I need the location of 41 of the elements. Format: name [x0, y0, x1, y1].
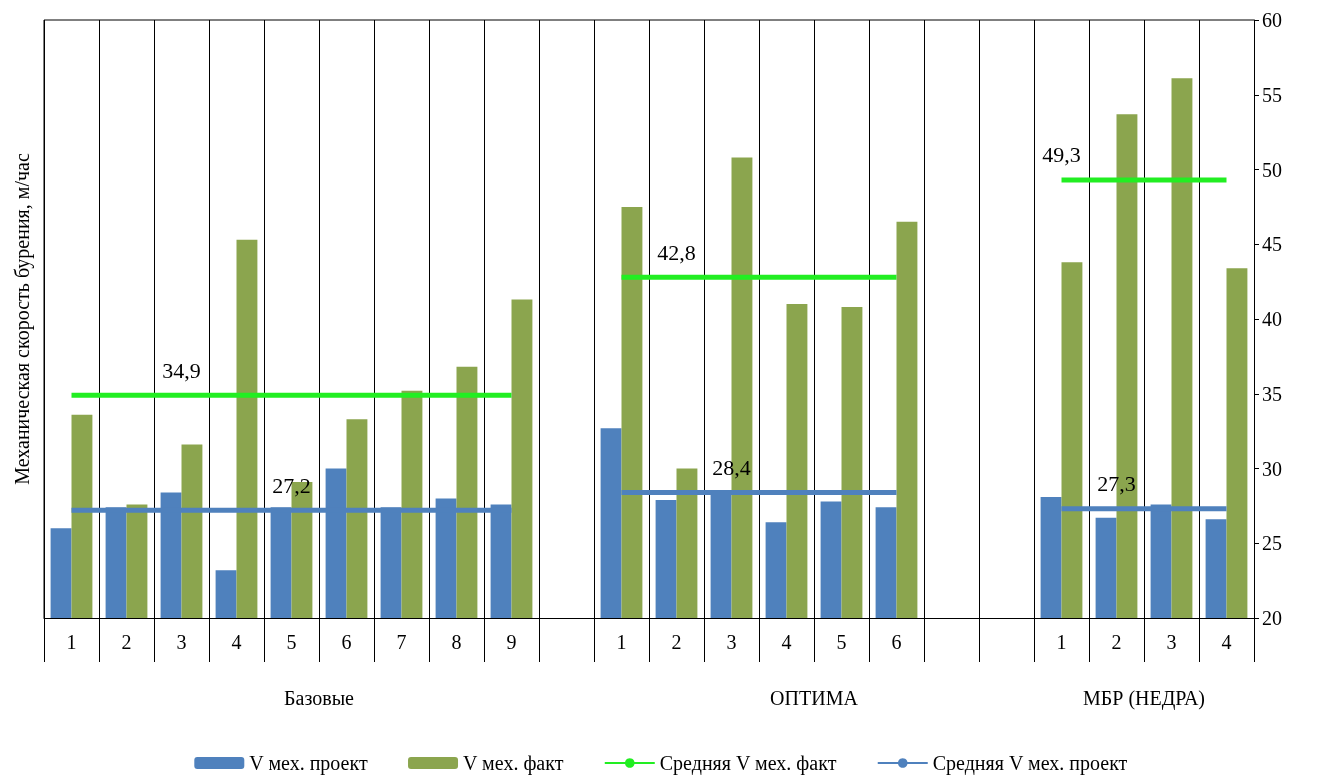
y-tick-label: 20	[1262, 607, 1282, 629]
y-tick-label: 55	[1262, 83, 1282, 106]
y-tick-label: 45	[1262, 233, 1282, 256]
y-tick-label: 35	[1262, 382, 1282, 405]
text: Базовые	[284, 687, 355, 709]
x-tick-label: 2	[121, 631, 132, 653]
x-tick-label: 1	[1056, 631, 1067, 653]
x-tick-label: 7	[396, 631, 407, 653]
y-tick-label: 30	[1262, 457, 1282, 480]
data-label: 34,9	[162, 357, 201, 383]
legend-label: Средняя V мех. проект	[932, 752, 1128, 775]
legend-label: Средняя V мех. факт	[659, 752, 837, 775]
x-tick-label: 2	[1111, 631, 1122, 653]
legend-label: V мех. проект	[249, 752, 368, 775]
x-tick-label: 3	[1166, 631, 1177, 653]
x-tick-label: 6	[341, 631, 352, 653]
x-tick-label: 9	[506, 631, 517, 653]
y-tick-label: 25	[1262, 532, 1282, 555]
x-tick-label: 3	[726, 631, 737, 653]
data-label: 49,3	[1042, 142, 1081, 168]
legend-label: V мех. факт	[463, 752, 564, 775]
y-axis-title: Механическая скорость бурения, м/час	[11, 153, 34, 485]
x-tick-label: 4	[231, 631, 242, 653]
y-tick-label: 50	[1262, 158, 1282, 181]
data-label: 42,8	[657, 239, 696, 265]
x-tick-label: 1	[616, 631, 627, 653]
x-tick-label: 4	[781, 631, 792, 653]
y-tick-label: 60	[1262, 9, 1282, 31]
x-tick-label: 4	[1221, 631, 1232, 653]
x-tick-label: 8	[451, 631, 462, 653]
x-tick-label: 5	[836, 631, 847, 653]
x-tick-label: 3	[176, 631, 187, 653]
x-tick-label: 1	[66, 631, 77, 653]
text: МБР (НЕДРА)	[1082, 687, 1206, 710]
x-tick-label: 2	[671, 631, 682, 653]
text: ОПТИМА	[770, 687, 859, 709]
data-label: 27,2	[272, 472, 311, 498]
x-tick-label: 6	[891, 631, 902, 653]
y-tick-label: 40	[1262, 308, 1282, 330]
data-label: 27,3	[1097, 471, 1136, 497]
x-tick-label: 5	[286, 631, 297, 653]
